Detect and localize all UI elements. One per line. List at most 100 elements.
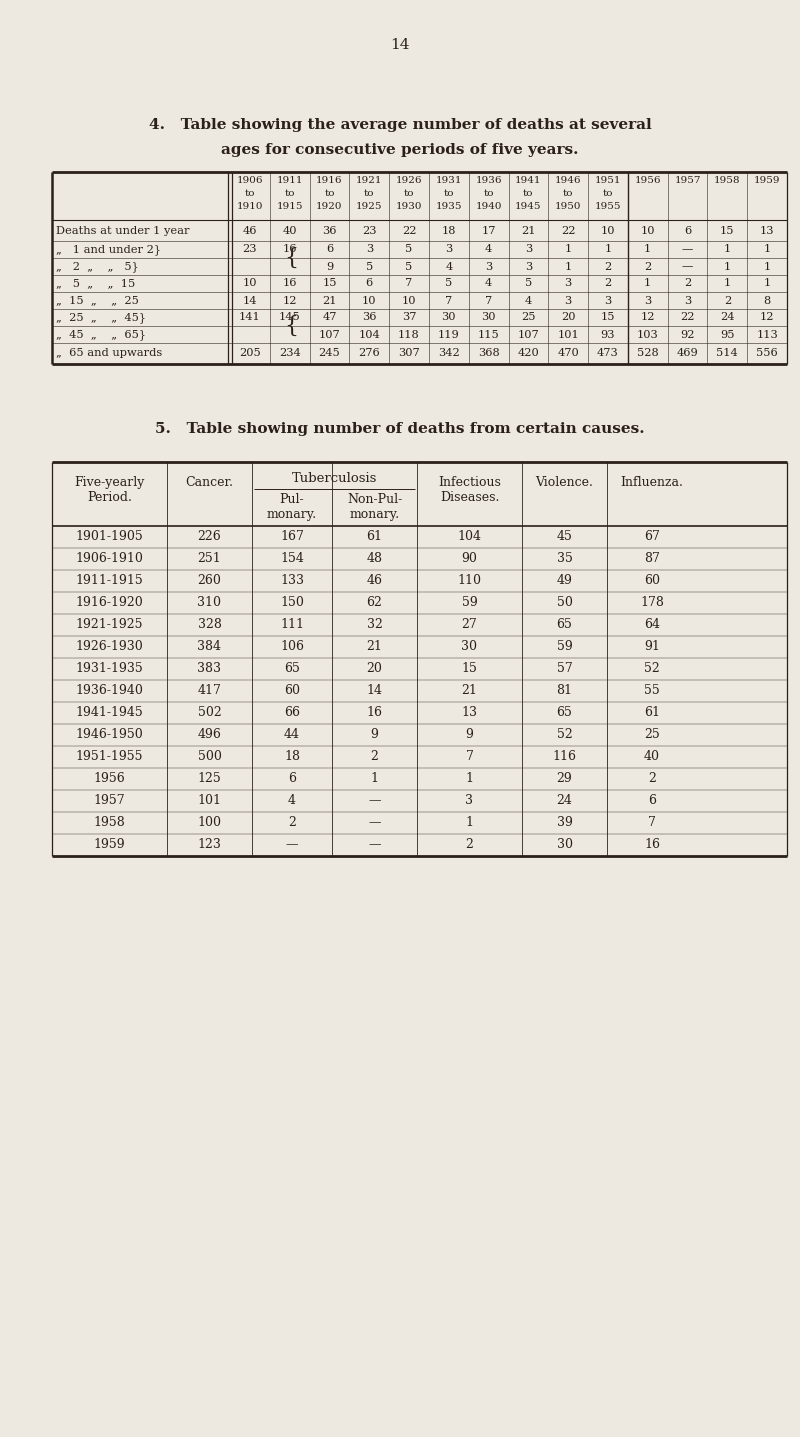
- Text: 7: 7: [485, 296, 492, 306]
- Text: 3: 3: [604, 296, 611, 306]
- Text: 52: 52: [644, 662, 660, 675]
- Text: 12: 12: [282, 296, 297, 306]
- Text: 66: 66: [284, 707, 300, 720]
- Text: 20: 20: [561, 312, 575, 322]
- Text: 100: 100: [198, 816, 222, 829]
- Text: 59: 59: [462, 596, 478, 609]
- Text: 6: 6: [326, 244, 333, 254]
- Text: 1931-1935: 1931-1935: [76, 662, 143, 675]
- Text: 1901-1905: 1901-1905: [76, 530, 143, 543]
- Text: 310: 310: [198, 596, 222, 609]
- Text: 15: 15: [322, 279, 337, 289]
- Text: 9: 9: [466, 729, 474, 741]
- Text: 1930: 1930: [396, 203, 422, 211]
- Text: 2: 2: [644, 262, 651, 272]
- Text: 2: 2: [604, 279, 611, 289]
- Text: 10: 10: [242, 279, 257, 289]
- Text: 81: 81: [557, 684, 573, 697]
- Text: 234: 234: [279, 349, 301, 358]
- Text: 52: 52: [557, 729, 572, 741]
- Text: 5: 5: [525, 279, 532, 289]
- Text: 1: 1: [604, 244, 611, 254]
- Text: 3: 3: [445, 244, 453, 254]
- Text: 1955: 1955: [594, 203, 622, 211]
- Text: 30: 30: [482, 312, 496, 322]
- Text: 107: 107: [518, 329, 539, 339]
- Text: 12: 12: [641, 312, 655, 322]
- Text: 20: 20: [366, 662, 382, 675]
- Text: 141: 141: [239, 312, 261, 322]
- Text: 5: 5: [366, 262, 373, 272]
- Text: 1910: 1910: [237, 203, 263, 211]
- Text: 27: 27: [462, 618, 478, 631]
- Text: 3: 3: [525, 244, 532, 254]
- Text: 18: 18: [284, 750, 300, 763]
- Text: 3: 3: [684, 296, 691, 306]
- Text: 65: 65: [284, 662, 300, 675]
- Text: 3: 3: [565, 296, 572, 306]
- Text: 1951-1955: 1951-1955: [76, 750, 143, 763]
- Text: 6: 6: [684, 226, 691, 236]
- Text: 37: 37: [402, 312, 416, 322]
- Text: 22: 22: [680, 312, 694, 322]
- Text: 13: 13: [760, 226, 774, 236]
- Text: 1959: 1959: [754, 175, 780, 185]
- Text: 1: 1: [565, 262, 572, 272]
- Text: to: to: [563, 190, 574, 198]
- Text: 328: 328: [198, 618, 222, 631]
- Text: 2: 2: [724, 296, 731, 306]
- Text: 2: 2: [288, 816, 296, 829]
- Text: 1951: 1951: [594, 175, 622, 185]
- Text: 111: 111: [280, 618, 304, 631]
- Text: 1926-1930: 1926-1930: [76, 641, 143, 654]
- Text: to: to: [285, 190, 295, 198]
- Text: Violence.: Violence.: [535, 476, 594, 489]
- Text: 50: 50: [557, 596, 573, 609]
- Text: 123: 123: [198, 839, 222, 852]
- Text: 16: 16: [366, 707, 382, 720]
- Text: 1950: 1950: [555, 203, 582, 211]
- Text: 23: 23: [242, 244, 257, 254]
- Text: 32: 32: [366, 618, 382, 631]
- Text: 4: 4: [445, 262, 453, 272]
- Text: 10: 10: [601, 226, 615, 236]
- Text: 496: 496: [198, 729, 222, 741]
- Text: to: to: [364, 190, 374, 198]
- Text: 21: 21: [462, 684, 478, 697]
- Text: 1: 1: [644, 244, 651, 254]
- Text: 65: 65: [557, 707, 573, 720]
- Text: 2: 2: [466, 839, 474, 852]
- Text: „   2  „    „   5}: „ 2 „ „ 5}: [56, 262, 138, 272]
- Text: 3: 3: [366, 244, 373, 254]
- Text: „   1 and under 2}: „ 1 and under 2}: [56, 244, 161, 254]
- Text: 1: 1: [466, 816, 474, 829]
- Text: 1957: 1957: [94, 795, 126, 808]
- Text: 25: 25: [521, 312, 536, 322]
- Text: 6: 6: [288, 773, 296, 786]
- Text: 118: 118: [398, 329, 420, 339]
- Text: 25: 25: [644, 729, 660, 741]
- Text: —: —: [286, 839, 298, 852]
- Text: 10: 10: [402, 296, 416, 306]
- Text: 1: 1: [466, 773, 474, 786]
- Text: Non-Pul-
monary.: Non-Pul- monary.: [347, 493, 402, 522]
- Text: —: —: [368, 839, 381, 852]
- Text: 46: 46: [242, 226, 257, 236]
- Text: „  45  „    „  65}: „ 45 „ „ 65}: [56, 329, 146, 341]
- Text: 40: 40: [644, 750, 660, 763]
- Text: 61: 61: [366, 530, 382, 543]
- Text: 154: 154: [280, 552, 304, 566]
- Text: 2: 2: [604, 262, 611, 272]
- Text: Cancer.: Cancer.: [186, 476, 234, 489]
- Text: 1920: 1920: [316, 203, 342, 211]
- Text: to: to: [245, 190, 255, 198]
- Text: 1: 1: [763, 244, 770, 254]
- Text: 14: 14: [242, 296, 257, 306]
- Text: „  25  „    „  45}: „ 25 „ „ 45}: [56, 312, 146, 323]
- Text: 1958: 1958: [94, 816, 126, 829]
- Text: 103: 103: [637, 329, 658, 339]
- Text: 101: 101: [198, 795, 222, 808]
- Text: 60: 60: [644, 575, 660, 588]
- Text: 514: 514: [717, 349, 738, 358]
- Text: 15: 15: [601, 312, 615, 322]
